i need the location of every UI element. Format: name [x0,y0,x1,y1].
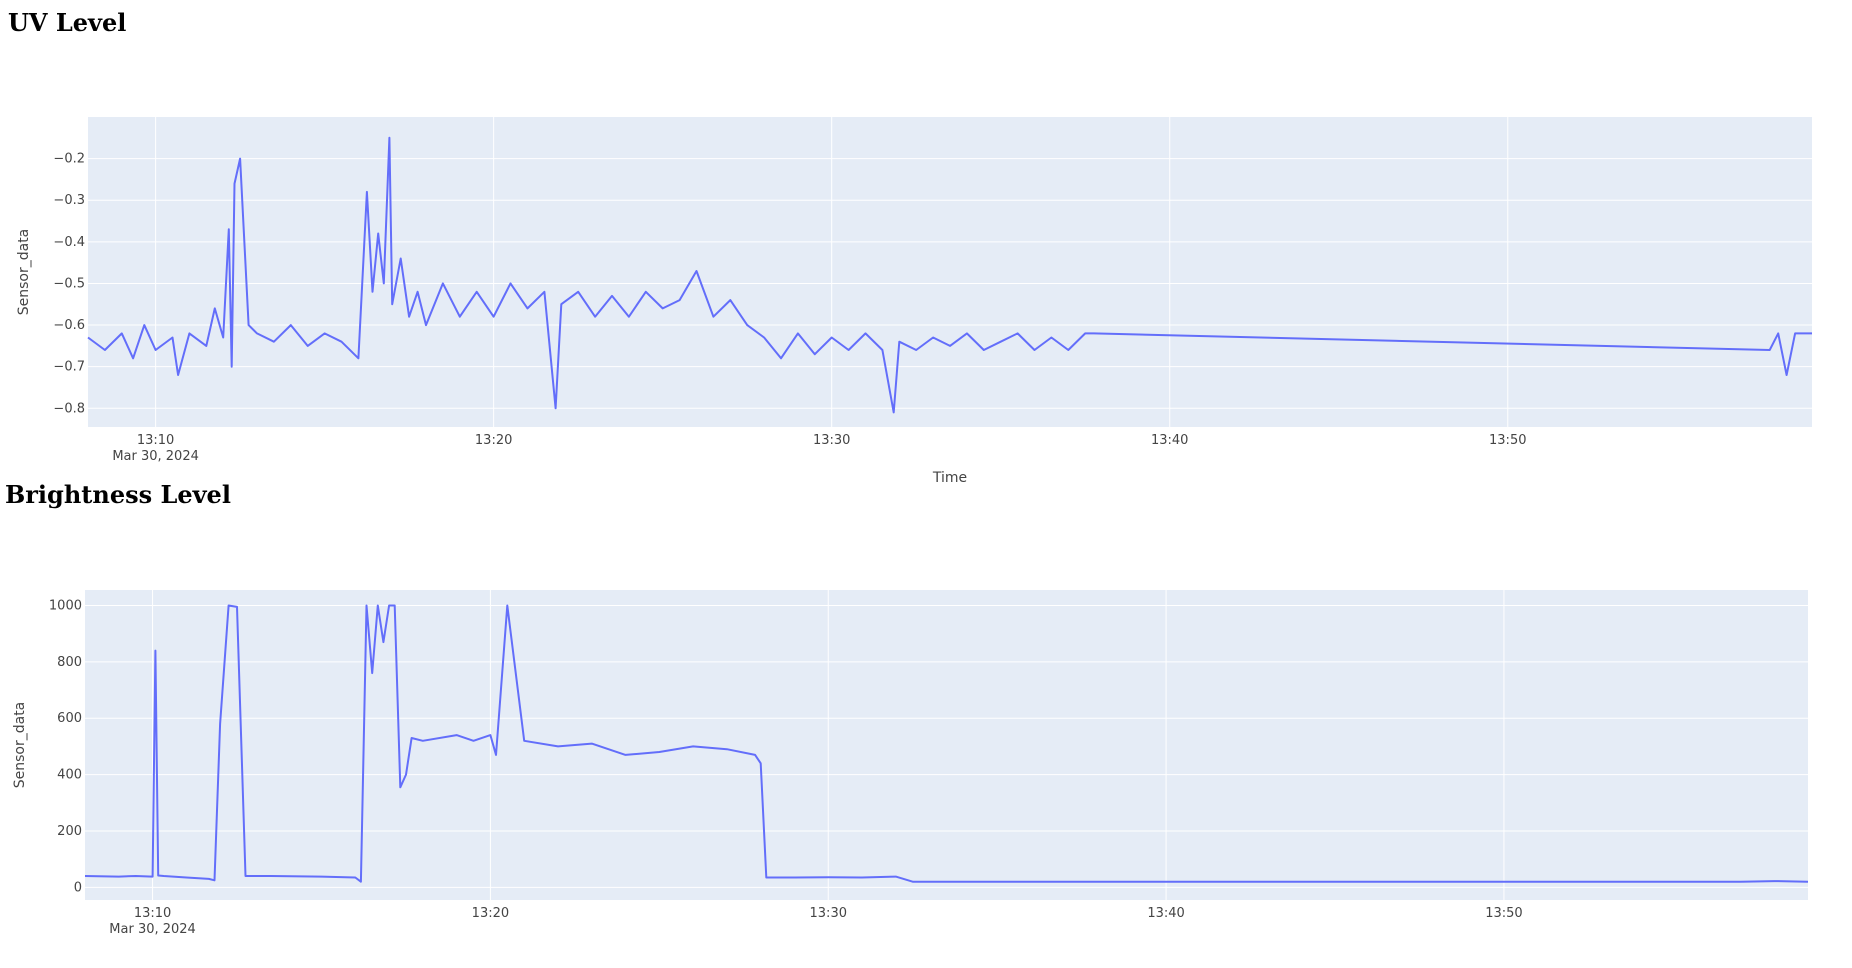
y-tick-label: −0.4 [53,235,85,250]
x-tick-date-label: Mar 30, 2024 [112,449,199,464]
x-tick-label: 13:10 [134,906,171,921]
x-tick-label: 13:40 [1151,433,1188,448]
x-tick-label: 13:20 [475,433,512,448]
x-tick-label: 13:20 [472,906,509,921]
y-tick-label: −0.6 [53,318,85,333]
brightness-level-title: Brightness Level [5,480,231,509]
y-axis-title: Sensor_data [12,702,28,789]
y-tick-label: 800 [57,655,82,670]
x-tick-label: 13:10 [137,433,174,448]
y-tick-label: −0.8 [53,401,85,416]
y-axis-title: Sensor_data [16,229,32,316]
y-tick-label: −0.3 [53,193,85,208]
y-tick-label: 0 [74,880,82,895]
plot-area [85,590,1808,900]
x-tick-label: 13:30 [813,433,850,448]
series-line[interactable] [84,604,1809,883]
x-tick-label: 13:40 [1147,906,1184,921]
x-tick-date-label: Mar 30, 2024 [109,922,196,937]
y-tick-label: 1000 [49,599,82,614]
x-tick-label: 13:30 [810,906,847,921]
y-tick-label: 400 [57,768,82,783]
y-tick-label: 200 [57,824,82,839]
y-tick-label: 600 [57,711,82,726]
plot-area [88,117,1812,427]
y-tick-label: −0.7 [53,360,85,375]
series-line[interactable] [87,136,1812,414]
x-tick-label: 13:50 [1485,906,1522,921]
x-tick-label: 13:50 [1489,433,1526,448]
y-tick-label: −0.2 [53,152,85,167]
y-tick-label: −0.5 [53,276,85,291]
uv-level-title: UV Level [8,8,127,37]
x-axis-title: Time [932,470,967,486]
